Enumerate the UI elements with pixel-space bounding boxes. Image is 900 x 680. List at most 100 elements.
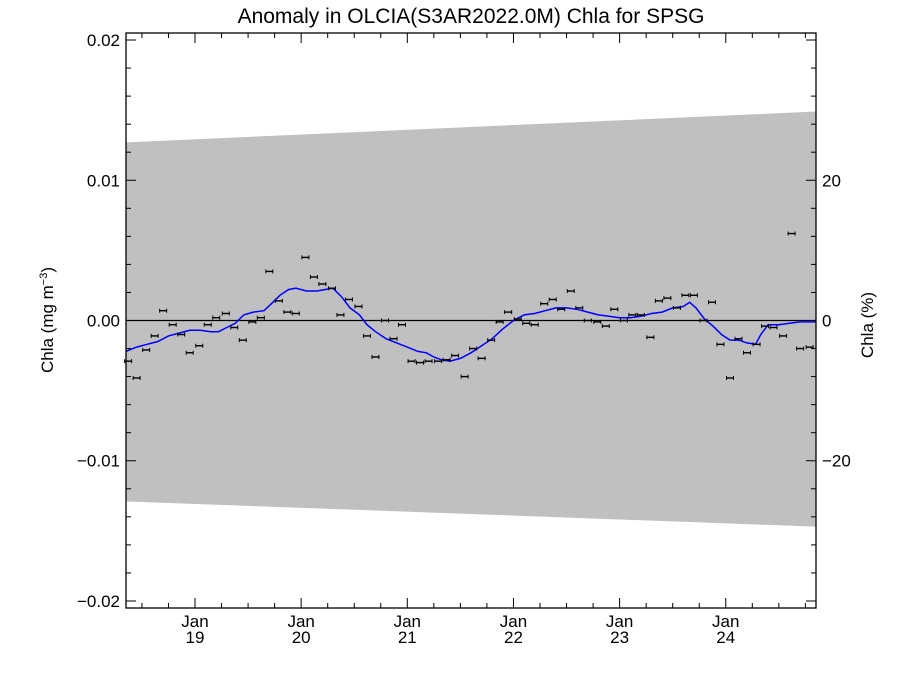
data-point-10 [212,315,221,320]
data-point-61 [663,296,672,301]
data-point-50 [566,289,575,294]
data-point-69 [734,336,743,341]
data-point-17 [274,298,283,303]
data-point-45 [522,321,531,326]
data-point-40 [477,356,486,361]
x-tick-month-1: Jan [287,612,314,631]
x-tick-year-4: 23 [610,628,629,647]
data-point-65 [699,318,708,323]
data-point-7 [185,350,194,355]
labels-layer: Anomaly in OLCIA(S3AR2022.0M) Chla for S… [38,5,877,373]
data-point-29 [381,318,390,323]
data-point-27 [362,333,371,338]
data-point-63 [681,293,690,298]
data-point-12 [230,325,239,330]
data-point-66 [707,300,716,305]
data-point-74 [779,333,788,338]
y2-tick-label-1: 0 [822,312,831,331]
y-tick-label-4: −0.02 [77,592,120,611]
y-tick-label-1: 0.01 [87,171,120,190]
data-point-32 [407,359,416,364]
data-point-41 [487,338,496,343]
data-point-47 [540,301,549,306]
data-point-55 [610,307,619,312]
data-point-13 [238,338,247,343]
axes-layer: 0.020.010.00−0.01−0.02200−20Jan19Jan20Ja… [77,31,851,647]
y-axis-label-left-main: Chla (mg m [38,285,57,373]
uncertainty-band-layer [126,111,816,527]
data-point-34 [424,359,433,364]
data-point-72 [761,324,770,329]
data-point-3 [150,333,159,338]
data-point-53 [593,319,602,324]
data-point-2 [142,347,151,352]
data-point-48 [548,297,557,302]
data-point-67 [716,342,725,347]
data-point-70 [743,350,751,355]
data-point-59 [646,335,655,340]
data-point-56 [619,318,628,323]
data-point-28 [371,354,380,359]
data-point-62 [672,305,681,310]
data-point-52 [583,318,592,323]
data-point-8 [195,343,204,348]
y-axis-label-right: Chla (%) [858,292,877,358]
data-point-37 [451,353,460,358]
data-point-46 [530,322,539,327]
y-axis-label-left: Chla (mg m−3) [38,267,57,373]
data-point-54 [601,324,610,329]
y-axis-label-left-sup: −3 [38,273,50,286]
data-point-11 [221,311,230,316]
x-tick-year-2: 21 [398,628,417,647]
data-point-64 [689,293,698,298]
data-point-14 [248,319,257,324]
smoothed-series-line [125,287,816,362]
data-point-16 [265,269,274,274]
data-point-20 [301,255,310,260]
data-point-71 [752,342,761,347]
y-axis-label-left-close: ) [38,267,57,273]
x-tick-year-3: 22 [504,628,523,647]
chart-title: Anomaly in OLCIA(S3AR2022.0M) Chla for S… [238,5,705,28]
data-point-39 [469,346,478,351]
data-point-24 [336,312,345,317]
data-point-42 [495,319,504,324]
x-tick-month-0: Jan [181,612,208,631]
data-point-76 [796,346,805,351]
data-point-31 [398,322,406,327]
data-point-73 [769,325,778,330]
data-point-38 [460,374,469,379]
x-tick-month-3: Jan [500,612,527,631]
uncertainty-band [126,111,816,527]
data-point-30 [389,336,398,341]
y2-tick-label-2: −20 [822,452,851,471]
data-point-9 [203,322,212,327]
data-point-19 [291,311,300,316]
data-point-43 [504,310,513,315]
data-point-51 [575,305,584,310]
data-point-57 [628,312,637,317]
smoothed-line-layer [125,287,816,362]
x-tick-month-2: Jan [394,612,421,631]
data-point-68 [726,376,735,380]
data-point-22 [318,282,327,287]
y-tick-label-3: −0.01 [77,452,120,471]
data-point-33 [416,360,425,365]
data-point-75 [787,231,796,236]
data-point-21 [309,275,318,280]
data-point-18 [283,310,292,315]
x-tick-year-0: 19 [186,628,205,647]
y-tick-label-0: 0.02 [87,31,120,50]
x-tick-month-5: Jan [712,612,739,631]
data-point-5 [168,322,177,327]
data-point-36 [442,357,451,362]
data-point-58 [636,312,645,317]
data-point-60 [654,298,663,303]
data-point-4 [159,308,168,313]
data-point-23 [327,286,336,291]
data-point-26 [354,304,363,309]
data-point-44 [513,317,522,322]
y2-tick-label-0: 20 [822,171,841,190]
